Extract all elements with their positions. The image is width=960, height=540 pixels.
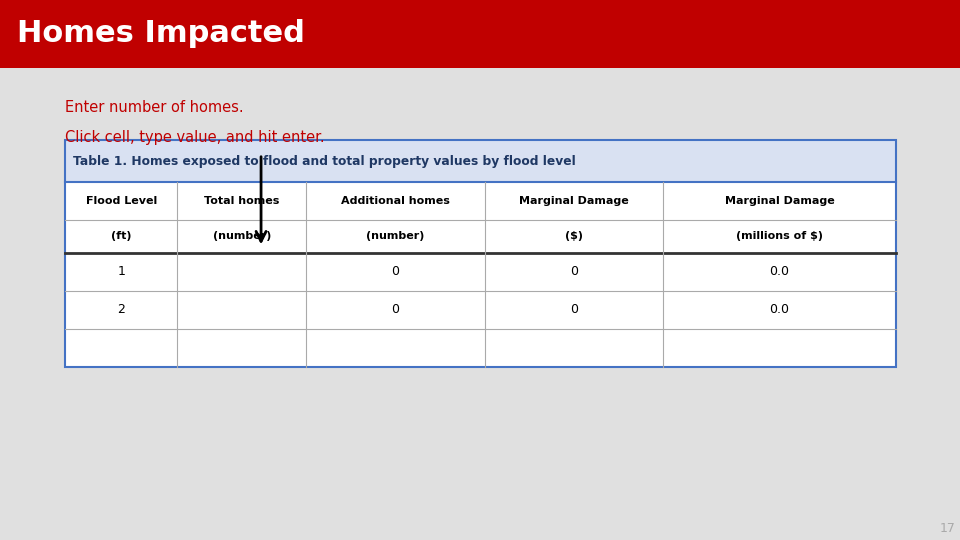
Text: 0.0: 0.0 [769, 303, 789, 316]
Text: Flood Level: Flood Level [85, 196, 156, 206]
Text: ($): ($) [564, 231, 583, 241]
Text: 0.0: 0.0 [769, 265, 789, 278]
Text: Total homes: Total homes [204, 196, 279, 206]
Text: Additional homes: Additional homes [341, 196, 450, 206]
Text: Marginal Damage: Marginal Damage [519, 196, 629, 206]
Bar [65, 140, 896, 183]
Text: Enter number of homes.: Enter number of homes. [65, 100, 244, 116]
Text: 17: 17 [939, 522, 955, 535]
Bar [65, 140, 896, 367]
Text: Homes Impacted: Homes Impacted [17, 19, 305, 48]
Text: Marginal Damage: Marginal Damage [725, 196, 834, 206]
Text: (number): (number) [366, 231, 424, 241]
Text: (ft): (ft) [111, 231, 132, 241]
Text: 0: 0 [392, 265, 399, 278]
Text: 0: 0 [570, 303, 578, 316]
Text: (millions of $): (millions of $) [736, 231, 823, 241]
Text: 1: 1 [117, 265, 125, 278]
Text: 0: 0 [392, 303, 399, 316]
Text: Table 1. Homes exposed to flood and total property values by flood level: Table 1. Homes exposed to flood and tota… [73, 155, 576, 168]
Bar [65, 183, 896, 367]
Text: 2: 2 [117, 303, 125, 316]
Text: Click cell, type value, and hit enter.: Click cell, type value, and hit enter. [65, 130, 324, 145]
Bar [0, 0, 960, 68]
Text: (number): (number) [212, 231, 271, 241]
Text: 0: 0 [570, 265, 578, 278]
